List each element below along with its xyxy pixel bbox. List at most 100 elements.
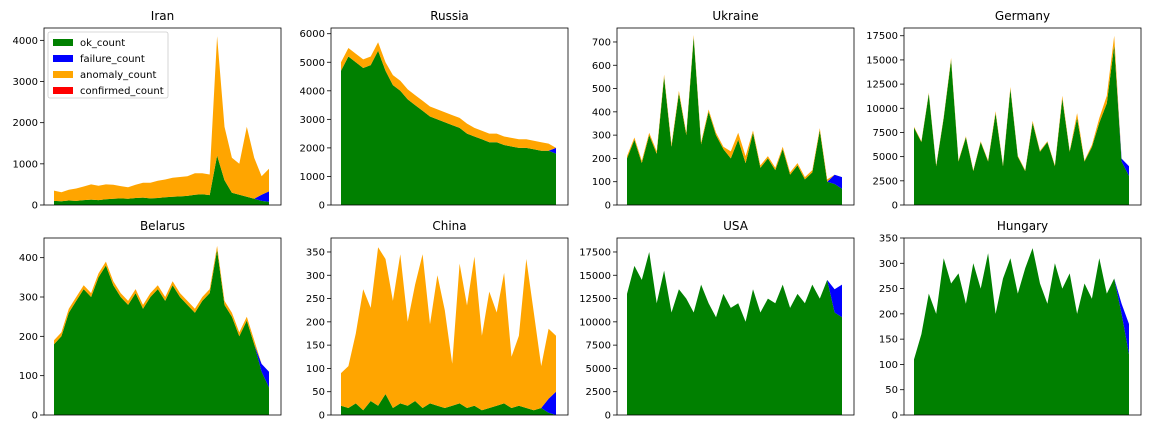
y-tick-label: 2000 (300, 143, 325, 154)
panel-title: Hungary (997, 219, 1048, 233)
y-tick-label: 300 (306, 271, 325, 282)
panel-china: 0 50 100 150 200 250 300 350 China (306, 219, 569, 422)
legend-label-anomaly-count: anomaly_count (80, 70, 156, 81)
y-tick-label: 500 (592, 84, 611, 95)
y-tick-label: 400 (19, 253, 38, 264)
panel-title: USA (723, 219, 749, 233)
legend-swatch-ok-count (53, 39, 73, 46)
axes-frame (330, 27, 569, 206)
y-tick-label: 17500 (866, 31, 898, 42)
legend-label-ok-count: ok_count (80, 38, 125, 49)
axes-frame (43, 27, 282, 206)
y-tick-label: 15000 (866, 55, 898, 66)
area-germany-ok-count (914, 45, 1129, 206)
y-tick-label: 250 (879, 284, 898, 295)
y-tick-label: 15000 (579, 271, 611, 282)
y-tick-label: 0 (319, 201, 325, 212)
y-tick-label: 200 (879, 309, 898, 320)
area-russia-ok-count (341, 50, 556, 205)
y-tick-label: 300 (879, 259, 898, 270)
y-tick-label: 17500 (579, 247, 611, 258)
panel-title: Germany (995, 9, 1050, 23)
y-tick-label: 150 (306, 341, 325, 352)
area-ukraine-ok-count (627, 37, 842, 205)
axes-frame (616, 237, 855, 416)
panel-title: Russia (430, 9, 469, 23)
y-tick-label: 0 (605, 411, 611, 422)
y-tick-label: 300 (592, 131, 611, 142)
y-tick-label: 1000 (300, 172, 325, 183)
y-tick-label: 5000 (873, 152, 898, 163)
area-usa-ok-count (627, 252, 842, 415)
y-tick-label: 6000 (300, 29, 325, 40)
y-tick-label: 0 (32, 411, 38, 422)
y-tick-label: 4000 (13, 36, 38, 47)
panel-belarus: 0 100 200 300 400 Belarus (19, 219, 282, 422)
y-tick-label: 200 (19, 332, 38, 343)
y-tick-label: 7500 (873, 128, 898, 139)
panel-germany: 0 2500 5000 7500 10000 12500 15000 17500 Germany (866, 9, 1142, 212)
y-tick-label: 0 (892, 201, 898, 212)
panel-russia: 0 1000 2000 3000 4000 5000 6000 Russia (300, 9, 569, 212)
y-tick-label: 100 (879, 360, 898, 371)
y-tick-label: 0 (32, 201, 38, 212)
axes-frame (616, 27, 855, 206)
y-tick-label: 150 (879, 335, 898, 346)
legend-swatch-anomaly-count (53, 71, 73, 78)
y-tick-label: 250 (306, 294, 325, 305)
panel-usa: 0 2500 5000 7500 10000 12500 15000 17500 USA (579, 219, 855, 422)
legend-box (47, 31, 169, 99)
y-tick-label: 12500 (579, 294, 611, 305)
area-china-ok-count (341, 394, 556, 415)
y-tick-label: 2000 (13, 118, 38, 129)
y-tick-label: 100 (19, 371, 38, 382)
y-tick-label: 0 (605, 201, 611, 212)
y-tick-label: 350 (306, 247, 325, 258)
area-belarus-ok-count (54, 249, 269, 415)
y-tick-label: 100 (306, 364, 325, 375)
legend: ok_count failure_count anomaly_countconfir… (47, 31, 169, 99)
panel-hungary: 0 50 100 150 200 250 300 350 Hungary (879, 219, 1142, 422)
y-tick-label: 7500 (586, 341, 611, 352)
y-tick-label: 350 (879, 234, 898, 245)
legend-label-confirmed-count: confirmed_count (80, 86, 164, 97)
y-tick-label: 700 (592, 37, 611, 48)
y-tick-label: 3000 (300, 115, 325, 126)
y-tick-label: 10000 (866, 104, 898, 115)
panel-iran: 0 1000 2000 3000 4000 Iran ok_count failure_cou… (13, 9, 282, 212)
y-tick-label: 12500 (866, 80, 898, 91)
panel-title: Iran (151, 9, 174, 23)
y-tick-label: 2500 (586, 387, 611, 398)
y-tick-label: 600 (592, 61, 611, 72)
area-hungary-ok-count (914, 248, 1129, 415)
y-tick-label: 50 (312, 387, 325, 398)
panel-title: Belarus (140, 219, 185, 233)
axes-frame (903, 237, 1142, 416)
y-tick-label: 0 (319, 411, 325, 422)
y-tick-label: 3000 (13, 77, 38, 88)
y-tick-label: 2500 (873, 176, 898, 187)
legend-label-failure-count: failure_count (80, 54, 145, 65)
y-tick-label: 5000 (586, 364, 611, 375)
area-iran-anomaly-count (54, 36, 269, 202)
legend-swatch-failure-count (53, 55, 73, 62)
y-tick-label: 10000 (579, 317, 611, 328)
panel-title: Ukraine (712, 9, 758, 23)
y-tick-label: 200 (306, 317, 325, 328)
y-tick-label: 50 (885, 385, 898, 396)
y-tick-label: 300 (19, 293, 38, 304)
area-iran-ok-count (54, 155, 269, 205)
panel-ukraine: 0 100 200 300 400 500 600 700 Ukraine (592, 9, 855, 212)
y-tick-label: 100 (592, 177, 611, 188)
legend-swatch-confirmed-count (53, 87, 73, 94)
axes-frame (330, 237, 569, 416)
panel-title: China (432, 219, 466, 233)
area-china-anomaly-count (341, 247, 556, 411)
y-tick-label: 0 (892, 411, 898, 422)
axes-frame (903, 27, 1142, 206)
y-tick-label: 200 (592, 154, 611, 165)
y-tick-label: 1000 (13, 159, 38, 170)
y-tick-label: 4000 (300, 86, 325, 97)
y-tick-label: 5000 (300, 58, 325, 69)
